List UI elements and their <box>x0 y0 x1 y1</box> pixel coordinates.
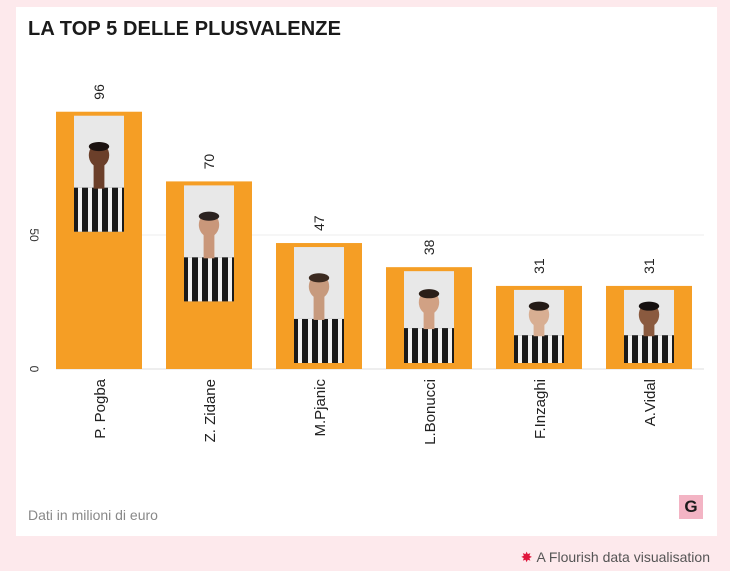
jersey-stripe <box>428 328 432 363</box>
y-tick-label: 50 <box>27 228 41 242</box>
player-photo-pogba <box>74 115 124 232</box>
value-label: 38 <box>421 239 437 255</box>
player-photo-bonucci <box>404 271 454 363</box>
category-label: P. Pogba <box>92 378 109 438</box>
units-note: Dati in milioni di euro <box>28 507 158 523</box>
chart-title: LA TOP 5 DELLE PLUSVALENZE <box>28 18 342 40</box>
jersey-stripe <box>628 335 632 363</box>
jersey-stripe <box>78 187 82 232</box>
jersey-stripe <box>108 187 112 232</box>
jersey-stripe <box>558 335 562 363</box>
neck-shape <box>203 233 215 259</box>
hair-shape <box>308 273 330 283</box>
category-label: L.Bonucci <box>422 379 439 445</box>
jersey-stripe <box>528 335 532 363</box>
jersey-stripe <box>188 257 192 302</box>
player-photo-zidane <box>184 185 234 302</box>
value-label: 31 <box>531 258 547 274</box>
player-photo-vidal <box>624 289 674 363</box>
jersey-stripe <box>548 335 552 363</box>
hair-shape <box>198 211 220 221</box>
jersey-stripe <box>298 318 302 363</box>
category-label: Z. Zidane <box>202 379 219 442</box>
y-tick-label: 0 <box>27 366 41 373</box>
jersey-stripe <box>438 328 442 363</box>
hair-shape <box>528 301 550 311</box>
value-label: 31 <box>641 258 657 274</box>
neck-shape <box>533 323 545 337</box>
flourish-credit-text: A Flourish data visualisation <box>536 549 710 565</box>
neck-shape <box>423 310 435 330</box>
jersey-stripe <box>638 335 642 363</box>
value-label: 47 <box>311 215 327 231</box>
jersey-stripe <box>338 318 342 363</box>
jersey-stripe <box>198 257 202 302</box>
chart-card: LA TOP 5 DELLE PLUSVALENZE 0 50 96 P. Pogba… <box>16 7 717 536</box>
hair-shape <box>418 289 440 299</box>
neck-shape <box>643 323 655 337</box>
jersey-shape <box>514 335 564 363</box>
jersey-stripe <box>98 187 102 232</box>
jersey-stripe <box>648 335 652 363</box>
jersey-stripe <box>448 328 452 363</box>
neck-shape <box>93 163 105 189</box>
jersey-shape <box>624 335 674 363</box>
jersey-stripe <box>208 257 212 302</box>
player-photo-pjanic <box>294 247 344 363</box>
jersey-stripe <box>88 187 92 232</box>
jersey-stripe <box>658 335 662 363</box>
bar-chart: 0 50 96 P. Pogba 70 Z. Zidane 47 M.Pjanic 38 L.Bo… <box>27 84 704 445</box>
jersey-shape <box>404 328 454 363</box>
jersey-stripe <box>228 257 232 302</box>
category-label: M.Pjanic <box>312 379 329 437</box>
jersey-stripe <box>118 187 122 232</box>
jersey-stripe <box>328 318 332 363</box>
jersey-stripe <box>518 335 522 363</box>
player-photo-inzaghi <box>514 289 564 363</box>
jersey-stripe <box>538 335 542 363</box>
jersey-stripe <box>218 257 222 302</box>
value-label: 70 <box>201 154 217 170</box>
jersey-stripe <box>408 328 412 363</box>
jersey-shape <box>184 257 234 302</box>
hair-shape <box>638 301 660 311</box>
hair-shape <box>88 141 110 152</box>
jersey-shape <box>294 318 344 363</box>
category-label: F.Inzaghi <box>532 379 549 439</box>
category-label: A.Vidal <box>642 379 659 426</box>
neck-shape <box>313 294 325 320</box>
jersey-stripe <box>308 318 312 363</box>
jersey-stripe <box>418 328 422 363</box>
jersey-shape <box>74 187 124 232</box>
jersey-stripe <box>318 318 322 363</box>
jersey-stripe <box>668 335 672 363</box>
flourish-credit[interactable]: ✸ A Flourish data visualisation <box>521 549 710 566</box>
value-label: 96 <box>91 84 107 100</box>
flourish-star-icon: ✸ <box>520 549 533 565</box>
gazzetta-logo: G <box>679 495 703 519</box>
